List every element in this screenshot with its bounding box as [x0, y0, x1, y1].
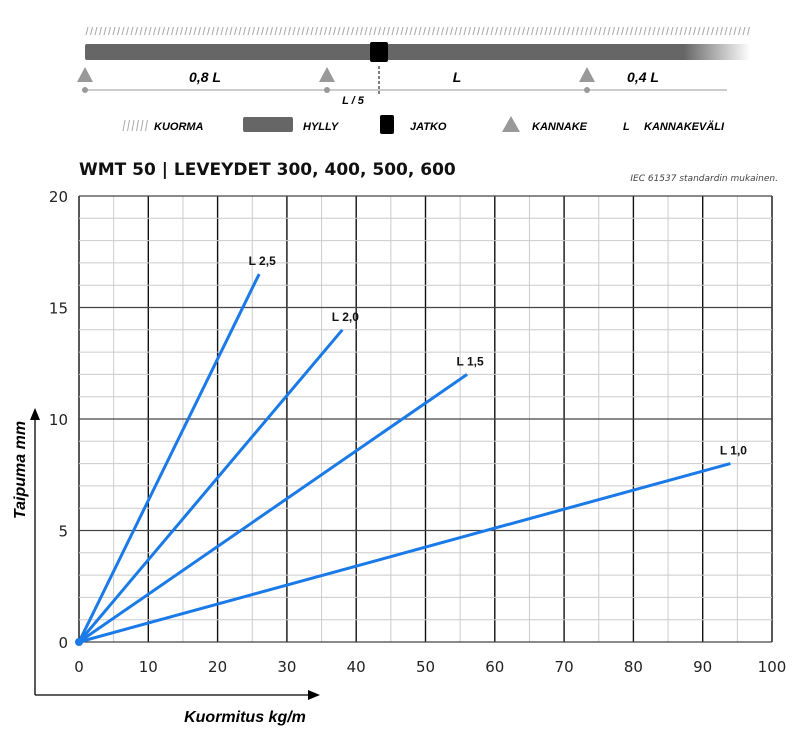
chart-subtitle: IEC 61537 standardin mukainen. — [630, 174, 778, 184]
legend-span: KANNAKEVÄLI — [644, 120, 725, 133]
x-tick-label: 40 — [347, 658, 366, 676]
axes-arrows — [30, 408, 320, 700]
tick-labels: 0 10 20 30 40 50 60 70 80 90 100 0 5 10 15 20 — [49, 188, 786, 676]
span-label: 0,4 L — [627, 69, 659, 85]
series-line — [78, 462, 731, 644]
y-tick-label: 15 — [49, 300, 68, 318]
legend-span-symbol: L — [623, 121, 630, 133]
joint-marker — [370, 42, 388, 62]
joint-offset-label: L / 5 — [342, 95, 365, 107]
x-tick-label: 10 — [139, 658, 158, 676]
x-axis-label: Kuormitus kg/m — [184, 709, 306, 726]
x-tick-label: 60 — [485, 658, 504, 676]
legend-shelf: HYLLY — [303, 121, 340, 133]
x-arrow-icon — [308, 690, 320, 700]
x-tick-label: 20 — [208, 658, 227, 676]
legend-joint: JATKO — [410, 121, 447, 133]
y-axis-label: Taipuma mm — [12, 421, 29, 519]
grid — [78, 195, 773, 643]
y-tick-label: 10 — [49, 411, 68, 429]
span-label: L — [453, 69, 462, 85]
series-label: L 1,5 — [457, 354, 484, 368]
bracket-icon — [319, 67, 335, 82]
series-line — [78, 373, 468, 644]
series-label: L 1,0 — [720, 444, 747, 458]
bracket-icon — [77, 67, 93, 82]
series-line — [77, 328, 344, 643]
span-diagram: 0,8 L L 0,4 L L / 5 KUORMA HYLLY JATKO K… — [77, 26, 750, 134]
shelf-bar — [85, 44, 750, 60]
x-tick-label: 30 — [277, 658, 296, 676]
series-label: L 2,0 — [332, 310, 359, 324]
diagram-legend: KUORMA HYLLY JATKO KANNAKE L KANNAKEVÄLI — [122, 115, 725, 134]
series-lines: L 2,5 L 2,0 L 1,5 L 1,0 — [75, 254, 747, 646]
x-tick-label: 70 — [555, 658, 574, 676]
load-hatching — [85, 26, 750, 36]
bracket-legend-icon — [502, 116, 520, 132]
series-line — [77, 273, 261, 643]
x-tick-label: 90 — [693, 658, 712, 676]
series-label: L 2,5 — [249, 254, 276, 268]
x-tick-label: 100 — [758, 658, 787, 676]
y-tick-label: 0 — [58, 634, 68, 652]
origin-point — [75, 638, 83, 646]
legend-bracket: KANNAKE — [532, 121, 588, 133]
y-tick-label: 20 — [49, 188, 68, 206]
x-tick-label: 80 — [624, 658, 643, 676]
chart-title: WMT 50 | LEVEYDET 300, 400, 500, 600 — [79, 160, 456, 180]
joint-legend-icon — [380, 115, 394, 134]
y-arrow-icon — [30, 408, 40, 420]
shelf-legend-icon — [243, 117, 293, 132]
span-label: 0,8 L — [189, 69, 221, 85]
legend-load: KUORMA — [154, 121, 204, 133]
y-tick-label: 5 — [58, 523, 68, 541]
x-tick-label: 0 — [74, 658, 84, 676]
bracket-icons — [77, 67, 595, 93]
bracket-icon — [579, 67, 595, 82]
load-legend-icon — [122, 119, 148, 132]
x-tick-label: 50 — [416, 658, 435, 676]
